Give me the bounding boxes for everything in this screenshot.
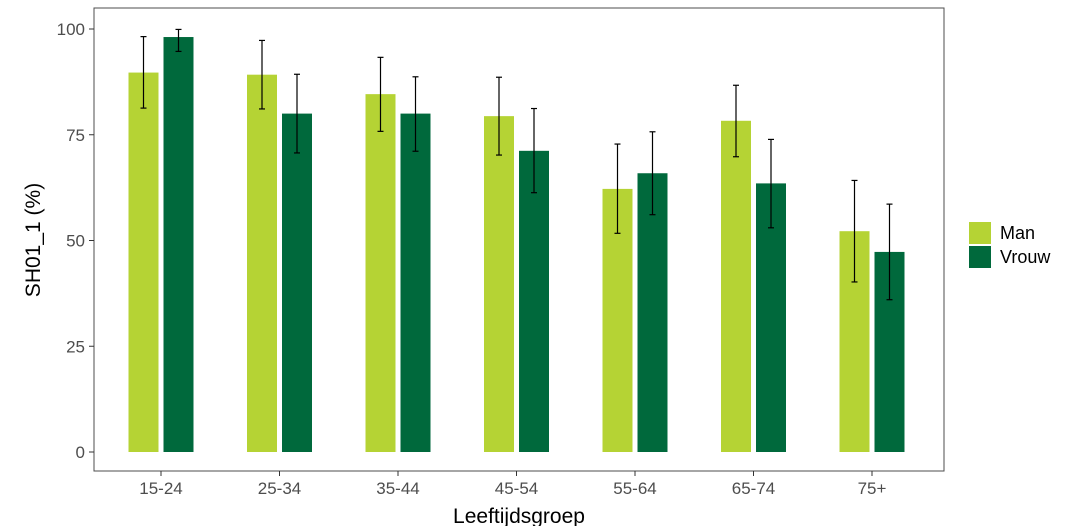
y-tick-label: 25 — [66, 337, 85, 356]
y-tick-label: 50 — [66, 232, 85, 251]
legend-label: Man — [1000, 223, 1035, 243]
bar-man-65-74 — [721, 120, 751, 452]
error-bar-man-15-24 — [140, 36, 147, 109]
y-axis-title: SH01_1 (%) — [22, 183, 45, 297]
x-tick-label: 45-54 — [495, 479, 538, 498]
y-axis: 0 25 50 75 100 — [57, 20, 94, 462]
bars-layer — [128, 37, 905, 453]
y-tick-label: 75 — [66, 126, 85, 145]
error-bar-man-25-34 — [259, 39, 265, 110]
error-bar-vrouw-75+ — [886, 203, 893, 301]
error-bar-vrouw-55-64 — [649, 131, 656, 216]
bar-man-35-44 — [365, 94, 396, 452]
bar-vrouw-55-64 — [637, 173, 668, 453]
x-tick-label: 25-34 — [258, 479, 301, 498]
x-axis: 15-24 25-34 35-44 45-54 55-64 65-74 75+ — [139, 471, 886, 498]
error-bar-vrouw-65-74 — [768, 138, 774, 229]
y-tick-label: 0 — [76, 443, 85, 462]
error-bar-vrouw-45-54 — [531, 107, 537, 194]
error-bar-man-75+ — [851, 179, 858, 283]
error-bar-vrouw-25-34 — [294, 73, 300, 154]
bar-man-25-34 — [247, 74, 277, 453]
bar-man-45-54 — [484, 116, 514, 452]
x-tick-label: 65-74 — [732, 479, 775, 498]
legend: Man Vrouw — [969, 222, 1051, 268]
error-bar-man-45-54 — [496, 76, 502, 156]
bar-man-15-24 — [128, 72, 159, 452]
y-tick-label: 100 — [57, 20, 85, 39]
x-axis-title: Leeftijdsgroep — [453, 505, 585, 526]
x-tick-label: 55-64 — [613, 479, 656, 498]
legend-swatch — [969, 222, 991, 244]
error-bars-layer — [140, 28, 893, 301]
bar-vrouw-45-54 — [519, 150, 549, 452]
error-bar-vrouw-15-24 — [175, 28, 182, 53]
error-bar-man-65-74 — [733, 84, 739, 158]
legend-item-vrouw: Vrouw — [969, 246, 1051, 268]
bar-vrouw-15-24 — [163, 37, 194, 453]
error-bar-man-55-64 — [614, 143, 621, 234]
legend-item-man: Man — [969, 222, 1035, 244]
legend-label: Vrouw — [1000, 247, 1051, 267]
legend-swatch — [969, 246, 991, 268]
x-tick-label: 75+ — [858, 479, 887, 498]
bar-vrouw-35-44 — [400, 113, 431, 452]
bar-vrouw-25-34 — [282, 113, 312, 452]
x-tick-label: 15-24 — [139, 479, 182, 498]
x-tick-label: 35-44 — [376, 479, 419, 498]
error-bar-man-35-44 — [377, 56, 384, 132]
error-bar-vrouw-35-44 — [412, 76, 419, 152]
